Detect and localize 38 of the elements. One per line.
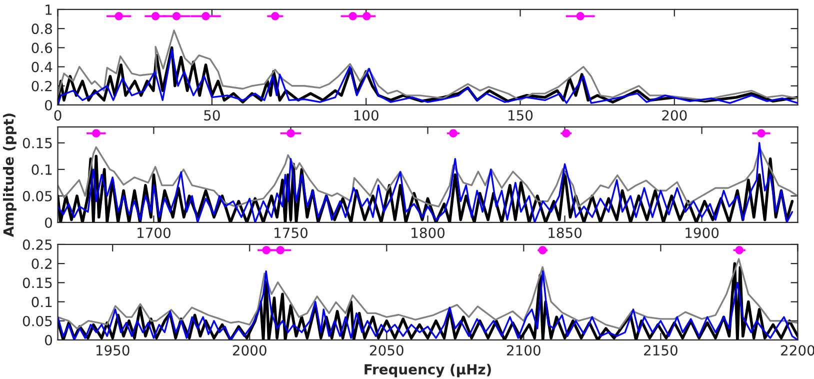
- y-tick-label: 0.4: [32, 62, 52, 72]
- x-tick-label: 150: [508, 110, 533, 121]
- line-series: [58, 258, 798, 330]
- y-tick-label: 0.1: [32, 296, 52, 308]
- y-tick-label: 0: [45, 100, 52, 110]
- x-tick-label: 1800: [412, 228, 445, 238]
- x-tick-label: 1700: [138, 228, 170, 238]
- x-tick-label: 50: [204, 110, 220, 121]
- x-axis-title: Frequency (μHz): [364, 364, 491, 378]
- x-tick-label: 100: [354, 110, 378, 121]
- y-tick-label: 0.2: [32, 80, 52, 92]
- x-tick-label: 1900: [686, 228, 719, 238]
- y-tick-label: 0: [45, 217, 52, 228]
- y-axis-title: Amplitude (ppt): [3, 114, 16, 237]
- y-tick-label: 0.6: [32, 42, 52, 54]
- y-tick-label: 0.05: [22, 316, 52, 326]
- y-tick-label: 0.8: [32, 24, 52, 34]
- x-tick-label: 200: [662, 110, 687, 121]
- x-tick-label: 2100: [507, 345, 540, 356]
- x-tick-label: 2050: [370, 345, 404, 356]
- x-tick-label: 1950: [96, 345, 130, 356]
- line-series: [58, 142, 794, 222]
- y-tick-label: 0.1: [32, 164, 52, 175]
- x-tick-label: 2000: [232, 345, 266, 356]
- y-tick-label: 0: [45, 334, 52, 346]
- y-tick-label: 0.2: [32, 258, 52, 270]
- x-tick-label: 0: [54, 110, 62, 121]
- x-tick-label: 1750: [274, 228, 308, 238]
- x-tick-label: 2150: [644, 345, 678, 356]
- y-tick-label: 1: [46, 4, 52, 15]
- x-tick-label: 1850: [548, 228, 582, 238]
- y-tick-label: 0.15: [22, 278, 52, 288]
- line-series: [58, 146, 798, 208]
- line-series: [58, 30, 798, 102]
- y-tick-label: 0.25: [22, 239, 52, 250]
- y-tick-label: 0.05: [22, 190, 52, 202]
- y-tick-label: 0.15: [22, 138, 52, 148]
- x-tick-label: 2200: [781, 345, 814, 356]
